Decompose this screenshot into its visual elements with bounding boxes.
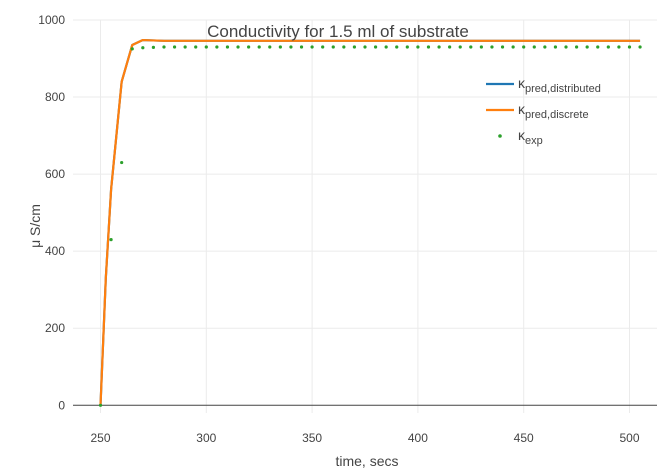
y-tick-label: 200: [45, 321, 65, 335]
series-line-1: [99, 38, 641, 406]
data-point: [236, 45, 240, 49]
data-point: [448, 45, 452, 49]
legend-label: κpred,distributed: [518, 75, 601, 95]
data-point: [331, 45, 335, 49]
data-point: [458, 45, 462, 49]
y-tick-label: 0: [58, 398, 65, 412]
data-point: [310, 45, 314, 49]
data-point: [553, 45, 558, 49]
y-tick-label: 400: [45, 244, 65, 258]
data-point: [120, 160, 124, 165]
x-tick-label: 450: [514, 431, 534, 445]
x-tick-label: 300: [196, 431, 216, 445]
data-point: [585, 45, 589, 49]
y-axis-title: μ S/cm: [27, 204, 43, 248]
data-point: [500, 45, 505, 49]
data-point: [352, 45, 357, 49]
data-point: [606, 45, 610, 49]
data-point: [363, 45, 367, 49]
data-point: [426, 45, 431, 49]
data-point: [109, 238, 113, 242]
data-point: [278, 45, 282, 49]
y-tick-label: 600: [45, 167, 65, 181]
data-point: [617, 45, 621, 49]
x-axis-title: time, secs: [335, 453, 398, 469]
data-point: [511, 45, 515, 49]
data-point: [247, 45, 251, 49]
y-axis: 0 200 400 600 800 1000: [38, 13, 65, 412]
gridlines: [73, 19, 657, 413]
data-point: [373, 45, 378, 49]
legend-label: κpred,discrete: [518, 101, 589, 121]
data-point: [130, 47, 134, 51]
data-point: [627, 45, 632, 49]
data-point: [638, 45, 642, 49]
x-tick-label: 250: [90, 431, 110, 445]
data-point: [395, 45, 399, 49]
data-point: [469, 45, 473, 49]
data-point: [183, 45, 187, 49]
data-point: [564, 45, 568, 49]
legend-item[interactable]: κpred,distributed: [486, 75, 601, 95]
data-point: [289, 45, 293, 49]
y-tick-label: 1000: [38, 13, 65, 27]
data-point: [162, 45, 166, 49]
data-point: [194, 45, 198, 49]
legend-item[interactable]: κpred,discrete: [486, 101, 589, 121]
data-point: [204, 45, 208, 49]
chart-title: Conductivity for 1.5 ml of substrate: [207, 22, 469, 41]
x-tick-label: 500: [619, 431, 639, 445]
data-point: [479, 45, 483, 49]
legend-label: κexp: [518, 127, 543, 147]
legend: κpred,distributed κpred,discrete κexp: [486, 75, 601, 147]
data-point: [321, 45, 325, 49]
data-point: [490, 45, 494, 49]
data-point: [98, 403, 103, 407]
data-point: [299, 45, 304, 49]
y-tick-label: 800: [45, 90, 65, 104]
data-point: [596, 45, 600, 49]
data-point: [384, 45, 388, 49]
legend-swatch: [498, 134, 502, 138]
data-point: [543, 45, 547, 49]
data-point: [342, 45, 346, 49]
data-point: [522, 45, 526, 49]
data-point: [215, 45, 219, 49]
x-axis: 250 300 350 400 450 500: [90, 431, 639, 445]
data-point: [141, 46, 145, 50]
data-point: [172, 45, 177, 49]
data-point: [437, 45, 441, 49]
x-tick-label: 350: [302, 431, 322, 445]
legend-item[interactable]: κexp: [498, 127, 543, 147]
data-point: [257, 45, 261, 49]
data-point: [151, 45, 156, 49]
data-point: [574, 45, 579, 49]
plot-area: [98, 38, 642, 407]
data-point: [268, 45, 272, 49]
data-point: [225, 45, 230, 49]
x-tick-label: 400: [408, 431, 428, 445]
data-point: [405, 45, 409, 49]
data-point: [532, 45, 536, 49]
data-point: [416, 45, 420, 49]
